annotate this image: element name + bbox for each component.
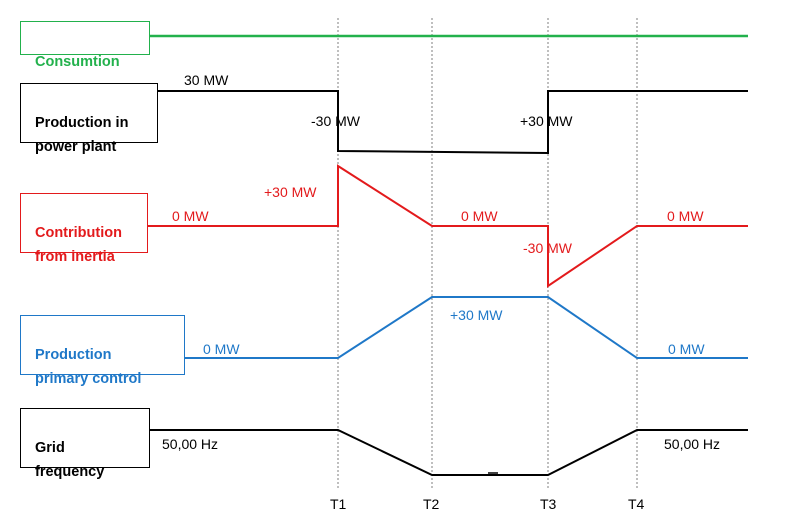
production-label: Production in power plant: [35, 115, 129, 155]
consumption-label-box: Consumtion: [20, 21, 150, 70]
inertia-value-initial: 0 MW: [172, 208, 209, 224]
primary-value-peak: +30 MW: [450, 307, 503, 323]
primary-value-initial: 0 MW: [203, 341, 240, 357]
consumption-label: Consumtion: [35, 54, 120, 70]
production-value-restore: +30 MW: [520, 113, 573, 129]
production-value-initial: 30 MW: [184, 72, 229, 88]
inertia-label-box: Contribution from inertia: [20, 193, 148, 265]
production-label-box: Production in power plant: [20, 83, 158, 155]
frequency-value-final: 50,00 Hz: [664, 436, 721, 452]
inertia-value-peak: +30 MW: [264, 184, 317, 200]
time-marker-t4: T4: [628, 496, 645, 512]
frequency-trace: [150, 429, 748, 476]
inertia-value-final: 0 MW: [667, 208, 704, 224]
time-marker-t2: T2: [423, 496, 440, 512]
frequency-label: Grid frequency: [35, 440, 105, 480]
inertia-trace: [148, 164, 748, 288]
time-marker-t3: T3: [540, 496, 557, 512]
primary-value-final: 0 MW: [668, 341, 705, 357]
inertia-label: Contribution from inertia: [35, 225, 122, 265]
primary-control-label-box: Production primary control: [20, 315, 185, 387]
production-trace: [158, 90, 748, 155]
frequency-value-initial: 50,00 Hz: [162, 436, 219, 452]
time-marker-t1: T1: [330, 496, 347, 512]
primary-control-label: Production primary control: [35, 347, 142, 387]
inertia-value-dip: -30 MW: [523, 240, 572, 256]
primary-control-trace: [185, 296, 748, 359]
production-value-drop: -30 MW: [311, 113, 360, 129]
inertia-value-mid: 0 MW: [461, 208, 498, 224]
frequency-label-box: Grid frequency: [20, 408, 150, 480]
